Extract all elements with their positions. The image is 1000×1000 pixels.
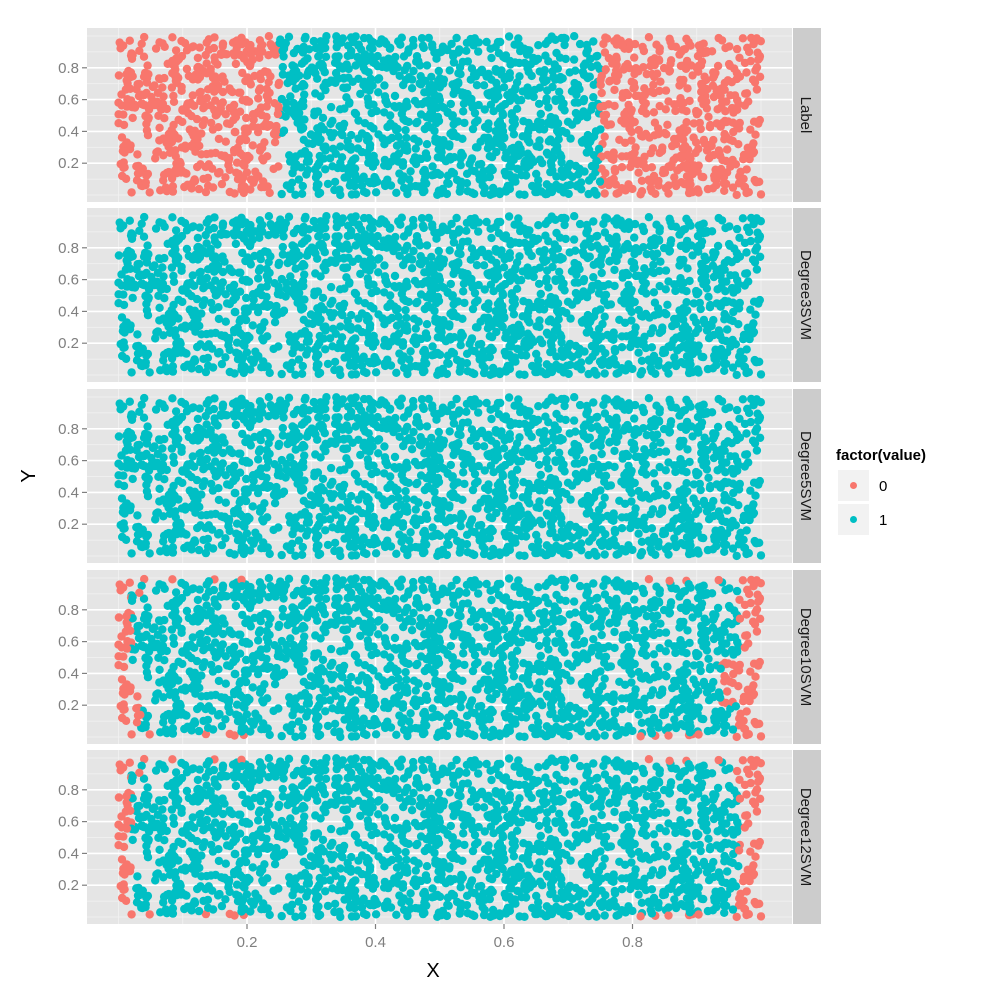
y-tick-label: 0.4 bbox=[58, 845, 79, 862]
facet-panel-degree3svm: 0.2 0.4 0.6 0.8 Degree3SVM bbox=[58, 208, 821, 382]
y-tick-label: 0.4 bbox=[58, 665, 79, 682]
facet-strip-label: Degree3SVM bbox=[797, 250, 814, 340]
facet-strip bbox=[793, 750, 821, 924]
facet-panel-label: 0.2 0.4 0.6 0.8 Label bbox=[58, 28, 821, 202]
points bbox=[114, 574, 766, 742]
y-tick-label: 0.8 bbox=[58, 240, 79, 257]
legend-dot-0 bbox=[850, 482, 857, 489]
legend-label-0: 0 bbox=[879, 478, 887, 495]
x-tick-label: 0.8 bbox=[622, 934, 643, 951]
y-tick-label: 0.6 bbox=[58, 272, 79, 289]
x-axis-title: X bbox=[426, 960, 439, 982]
points bbox=[114, 212, 766, 380]
y-tick-label: 0.2 bbox=[58, 877, 79, 894]
y-tick-label: 0.8 bbox=[58, 421, 79, 438]
y-tick-label: 0.4 bbox=[58, 123, 79, 140]
x-tick-label: 0.2 bbox=[237, 934, 258, 951]
y-tick-label: 0.8 bbox=[58, 782, 79, 799]
points bbox=[114, 393, 766, 561]
facet-strip-label: Degree12SVM bbox=[797, 788, 814, 886]
facet-strip bbox=[793, 208, 821, 382]
legend-title: factor(value) bbox=[836, 447, 926, 464]
facet-panel-degree12svm: 0.2 0.4 0.6 0.8 Degree12SVM bbox=[58, 750, 821, 924]
facet-strip-label: Degree5SVM bbox=[797, 431, 814, 521]
y-tick-label: 0.2 bbox=[58, 155, 79, 172]
facet-strip-label: Label bbox=[797, 97, 814, 134]
y-tick-label: 0.4 bbox=[58, 484, 79, 501]
y-tick-label: 0.2 bbox=[58, 516, 79, 533]
facet-panel-degree5svm: 0.2 0.4 0.6 0.8 Degree5SVM bbox=[58, 389, 821, 563]
y-tick-label: 0.6 bbox=[58, 634, 79, 651]
legend: factor(value) 0 1 bbox=[836, 447, 926, 535]
x-axis: 0.2 0.4 0.6 0.8 bbox=[237, 924, 643, 951]
points bbox=[114, 32, 766, 200]
y-tick-label: 0.6 bbox=[58, 453, 79, 470]
legend-label-1: 1 bbox=[879, 512, 887, 529]
y-tick-label: 0.8 bbox=[58, 602, 79, 619]
points bbox=[114, 754, 766, 922]
y-tick-label: 0.6 bbox=[58, 814, 79, 831]
y-axis-title: Y bbox=[18, 469, 40, 482]
x-tick-label: 0.4 bbox=[365, 934, 386, 951]
y-tick-label: 0.6 bbox=[58, 92, 79, 109]
facet-strip bbox=[793, 389, 821, 563]
facet-strip-label: Degree10SVM bbox=[797, 608, 814, 706]
y-tick-label: 0.2 bbox=[58, 697, 79, 714]
facet-strip bbox=[793, 570, 821, 744]
y-tick-label: 0.8 bbox=[58, 60, 79, 77]
x-tick-label: 0.6 bbox=[494, 934, 515, 951]
facet-strip bbox=[793, 28, 821, 202]
legend-dot-1 bbox=[850, 516, 857, 523]
facet-panel-degree10svm: 0.2 0.4 0.6 0.8 Degree10SVM bbox=[58, 570, 821, 744]
facet-panels: 0.20.40.60.8Label0.20.40.60.8Degree3SVM0… bbox=[58, 28, 821, 924]
y-tick-label: 0.4 bbox=[58, 303, 79, 320]
y-tick-label: 0.2 bbox=[58, 335, 79, 352]
